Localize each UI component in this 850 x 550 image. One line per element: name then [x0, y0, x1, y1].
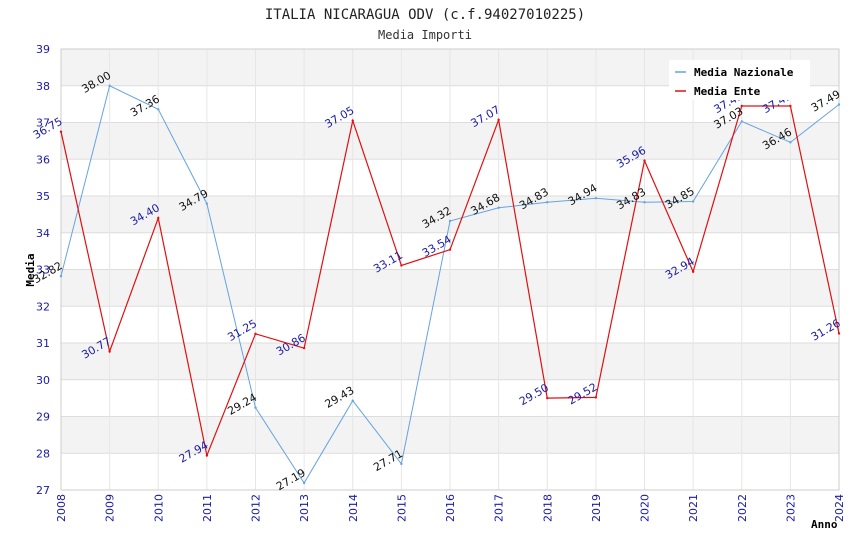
data-point: [497, 206, 500, 209]
legend: Media Nazionale Media Ente: [669, 60, 810, 100]
x-tick-label: 2023: [784, 494, 797, 522]
data-point: [254, 406, 257, 409]
data-point: [59, 274, 63, 278]
x-tick-label: 2019: [590, 494, 603, 522]
data-label: 37.36: [128, 92, 162, 119]
data-point: [108, 350, 111, 353]
chart-title: ITALIA NICARAGUA ODV (c.f.94027010225): [265, 7, 585, 23]
data-point: [302, 346, 306, 350]
data-point: [740, 104, 743, 108]
y-axis-label: Media: [24, 253, 37, 286]
y-tick-label: 34: [36, 227, 50, 240]
y-tick-label: 36: [36, 153, 50, 166]
data-point: [740, 120, 743, 123]
x-tick-label: 2010: [152, 494, 165, 522]
data-point: [546, 201, 549, 204]
data-point: [789, 104, 792, 108]
x-tick-label: 2009: [104, 494, 117, 522]
data-point: [594, 396, 598, 399]
x-tick-label: 2024: [833, 494, 846, 522]
data-label: 31.26: [809, 317, 843, 344]
data-label: 37.49: [809, 88, 843, 115]
data-label: 33.54: [420, 233, 454, 260]
data-point: [789, 141, 792, 144]
y-tick-label: 31: [36, 337, 50, 350]
x-tick-label: 2017: [493, 494, 506, 522]
data-point: [837, 103, 841, 106]
x-axis-label: Anno: [811, 518, 838, 531]
data-label: 29.43: [323, 384, 357, 411]
data-point: [546, 396, 549, 400]
data-point: [837, 332, 841, 335]
y-tick-label: 39: [36, 43, 50, 56]
x-tick-label: 2008: [55, 494, 68, 522]
data-point: [643, 159, 646, 162]
legend-box: [669, 60, 810, 100]
data-point: [448, 219, 452, 223]
x-tick-label: 2014: [347, 494, 360, 522]
data-point: [254, 332, 257, 336]
y-tick-label: 27: [36, 484, 50, 497]
data-label: 27.19: [274, 466, 308, 493]
x-tick-label: 2018: [541, 494, 554, 522]
y-tick-label: 35: [36, 190, 50, 203]
y-tick-label: 38: [36, 80, 50, 93]
legend-label: Media Nazionale: [694, 66, 794, 79]
data-label: 29.52: [566, 381, 600, 408]
y-tick-label: 30: [36, 374, 50, 387]
data-label: 29.50: [517, 381, 551, 408]
x-tick-label: 2016: [444, 494, 457, 522]
x-tick-label: 2020: [639, 494, 652, 522]
y-tick-label: 37: [36, 117, 50, 130]
data-point: [351, 399, 354, 402]
y-axis: 27 28 29 30 31 32 33 34 35 36 37 38 39: [36, 43, 50, 497]
y-tick-label: 33: [36, 264, 50, 277]
data-point: [691, 200, 695, 203]
data-point: [497, 118, 500, 122]
x-tick-label: 2015: [395, 494, 408, 522]
data-point: [205, 202, 209, 205]
data-point: [157, 216, 160, 220]
data-point: [108, 84, 111, 87]
series-lines: [59, 84, 841, 485]
grid-lines: [60, 48, 840, 491]
x-tick-label: 2012: [250, 494, 263, 522]
x-tick-label: 2022: [736, 494, 749, 522]
data-point: [643, 201, 646, 204]
plot-frame: [60, 48, 840, 491]
y-tick-label: 28: [36, 447, 50, 460]
y-tick-label: 32: [36, 300, 50, 313]
data-point: [205, 454, 209, 457]
data-point: [691, 270, 695, 273]
chart-subtitle: Media Importi: [378, 28, 472, 42]
x-tick-label: 2021: [687, 494, 700, 522]
data-point: [302, 481, 306, 485]
x-tick-label: 2011: [201, 494, 214, 522]
data-label: 31.25: [225, 317, 259, 344]
data-point: [594, 197, 598, 200]
data-point: [400, 264, 403, 267]
legend-label: Media Ente: [694, 85, 761, 98]
data-point: [448, 248, 452, 251]
x-axis: 2008 2009 2010 2011 2012 2013 2014 2015 2016 2017…: [55, 494, 846, 522]
data-point: [157, 108, 160, 111]
y-tick-label: 29: [36, 411, 50, 424]
data-point: [59, 130, 63, 133]
data-point: [400, 462, 403, 466]
data-point: [351, 119, 354, 122]
x-tick-label: 2013: [298, 494, 311, 522]
